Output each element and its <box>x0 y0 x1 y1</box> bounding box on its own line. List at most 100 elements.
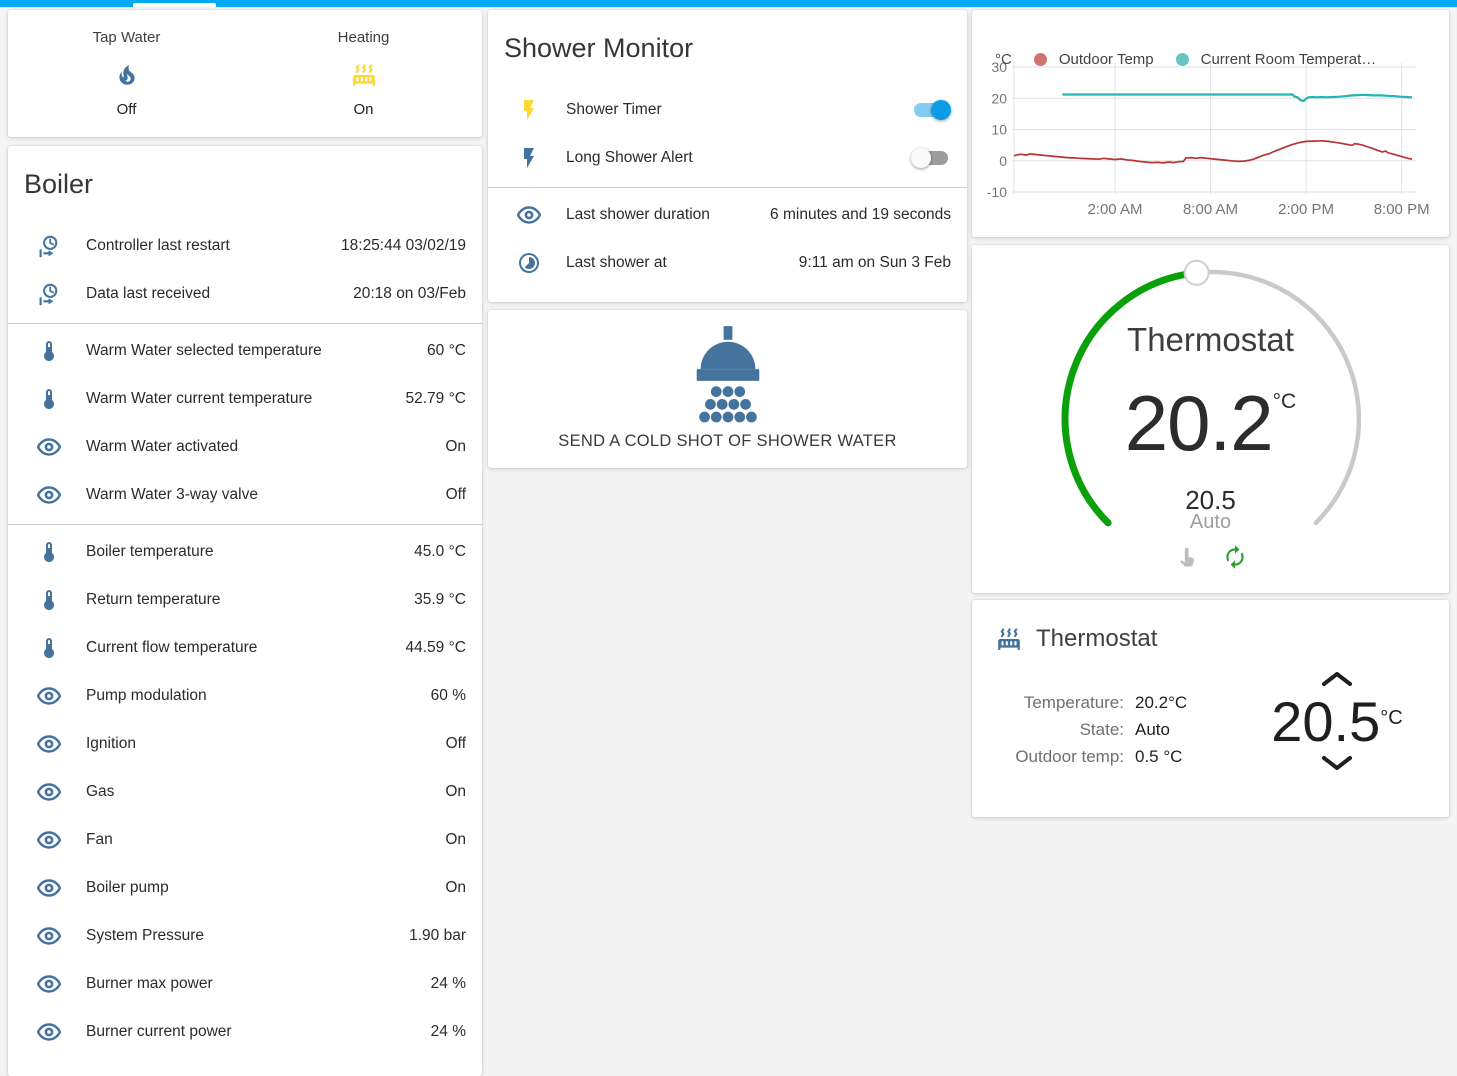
divider <box>8 524 482 525</box>
dial-current-value: 20.2 <box>1124 379 1274 467</box>
entity-row[interactable]: Warm Water activated On <box>8 423 482 471</box>
dial-current-temperature: 20.2 °C <box>972 383 1449 463</box>
entity-row[interactable]: Shower Timer <box>488 86 967 134</box>
card-title: Shower Monitor <box>504 33 694 63</box>
entity-row[interactable]: Boiler temperature 45.0 °C <box>8 528 482 576</box>
row-value: 9:11 am on Sun 3 Feb <box>798 254 951 271</box>
entity-row[interactable]: Pump modulation 60 % <box>8 672 482 720</box>
manual-mode-button[interactable] <box>1174 544 1200 570</box>
entity-row[interactable]: Last shower duration 6 minutes and 19 sec… <box>488 191 967 239</box>
decrease-temperature-button[interactable] <box>1319 754 1355 772</box>
row-label: Warm Water 3-way valve <box>86 486 258 503</box>
entity-row[interactable]: Return temperature 35.9 °C <box>8 576 482 624</box>
row-value: 18:25:44 03/02/19 <box>341 237 466 254</box>
glance-item[interactable]: Tap Water Off <box>8 10 245 137</box>
svg-text:8:00 PM: 8:00 PM <box>1374 201 1430 218</box>
thermostat-dial <box>1061 259 1362 527</box>
row-label: Ignition <box>86 735 136 752</box>
entity-row[interactable]: Gas On <box>8 768 482 816</box>
auto-mode-button[interactable] <box>1222 544 1248 570</box>
target-unit: °C <box>1380 707 1403 729</box>
glance-item-label: Tap Water <box>92 29 161 46</box>
svg-text:2:00 PM: 2:00 PM <box>1278 201 1334 218</box>
eye-icon <box>37 972 61 996</box>
legend-dot-icon <box>1033 53 1047 66</box>
autorenew-icon <box>1222 544 1248 570</box>
entity-row[interactable]: Data last received 20:18 on 03/Feb <box>8 270 482 318</box>
thermostat-dial-card: Thermostat 20.2 °C 20.5 Auto <box>972 245 1449 593</box>
entity-row[interactable]: Burner max power 24 % <box>8 960 482 1008</box>
row-label: Last shower at <box>566 254 667 271</box>
entity-row[interactable]: Current flow temperature 44.59 °C <box>8 624 482 672</box>
increase-temperature-button[interactable] <box>1319 670 1355 688</box>
row-value: 24 % <box>430 1023 466 1040</box>
eye-icon <box>517 203 541 227</box>
entity-row[interactable]: Controller last restart 18:25:44 03/02/19 <box>8 222 482 270</box>
row-label: Warm Water selected temperature <box>86 342 322 359</box>
shower-monitor-card: Shower Monitor Shower Timer Long Shower A… <box>488 10 967 302</box>
row-label: System Pressure <box>86 927 205 944</box>
entity-row[interactable]: Ignition Off <box>8 720 482 768</box>
row-label: Burner current power <box>86 1023 232 1040</box>
attribute-label: State: <box>1079 720 1124 739</box>
dial-arc-active <box>1061 269 1201 527</box>
history-chart-card: 30 20 10 0 -10 2:00 AM 8:00 AM 2:00 PM 8:00 PM °… <box>972 10 1449 237</box>
row-label: Controller last restart <box>86 237 230 254</box>
entity-row[interactable]: Warm Water 3-way valve Off <box>8 471 482 519</box>
dial-actions <box>972 544 1449 570</box>
eye-icon <box>37 435 61 459</box>
svg-text:10: 10 <box>991 122 1007 138</box>
target-number: 20.5 <box>1271 690 1381 753</box>
toggle-switch[interactable] <box>911 148 951 168</box>
row-value: Off <box>445 486 466 503</box>
attribute-value: Auto <box>1135 720 1170 739</box>
eye-icon <box>37 780 61 804</box>
svg-text:0: 0 <box>999 153 1007 169</box>
chart-legend: °C Outdoor Temp Current Room Temperat… <box>995 51 1376 68</box>
row-value: On <box>445 438 466 455</box>
boiler-card: Boiler Controller last restart 18:25:44 0… <box>8 146 482 1076</box>
row-label: Gas <box>86 783 115 800</box>
attribute-value: 20.2°C <box>1135 693 1188 712</box>
target-temperature-value: 20.5 °C <box>1271 694 1402 750</box>
legend-item: Current Room Temperat… <box>1175 51 1376 68</box>
eye-icon <box>37 924 61 948</box>
entity-row[interactable]: Long Shower Alert <box>488 134 967 182</box>
glance-item-label: Heating <box>337 29 390 46</box>
shower-button-label: SEND A COLD SHOT OF SHOWER WATER <box>558 432 897 450</box>
eye-icon <box>37 876 61 900</box>
dial-mode-label: Auto <box>1189 511 1232 533</box>
hand-icon <box>1174 544 1200 570</box>
eye-icon <box>37 732 61 756</box>
entity-row[interactable]: Warm Water selected temperature 60 °C <box>8 327 482 375</box>
toggle-switch[interactable] <box>911 100 951 120</box>
row-label: Long Shower Alert <box>566 149 693 166</box>
row-value: 1.90 bar <box>409 927 466 944</box>
row-value: 24 % <box>430 975 466 992</box>
row-value: On <box>445 783 466 800</box>
thermometer-icon <box>37 588 61 612</box>
row-label: Pump modulation <box>86 687 207 704</box>
entity-row[interactable]: Warm Water current temperature 52.79 °C <box>8 375 482 423</box>
glance-item-state: On <box>353 101 374 118</box>
card-header: Thermostat <box>996 625 1157 653</box>
svg-text:-10: -10 <box>987 184 1007 200</box>
card-title: Thermostat <box>1036 625 1158 652</box>
row-label: Fan <box>86 831 113 848</box>
legend-label: Outdoor Temp <box>1058 51 1154 68</box>
shower-cold-shot-button[interactable]: SEND A COLD SHOT OF SHOWER WATER <box>488 310 967 468</box>
glance-item[interactable]: Heating On <box>245 10 482 137</box>
dial-handle[interactable] <box>1183 259 1210 286</box>
entity-row[interactable]: Fan On <box>8 816 482 864</box>
dial-title: Thermostat <box>1127 321 1294 358</box>
entity-row[interactable]: System Pressure 1.90 bar <box>8 912 482 960</box>
flash-icon <box>517 98 541 122</box>
entity-row[interactable]: Burner current power 24 % <box>8 1008 482 1056</box>
entity-row[interactable]: Last shower at 9:11 am on Sun 3 Feb <box>488 239 967 287</box>
row-label: Boiler temperature <box>86 543 214 560</box>
row-label: Shower Timer <box>566 101 662 118</box>
active-tab-indicator[interactable] <box>133 3 216 7</box>
dial-current-unit: °C <box>1272 390 1297 413</box>
entity-row[interactable]: Boiler pump On <box>8 864 482 912</box>
attribute-value: 0.5 °C <box>1135 747 1183 766</box>
